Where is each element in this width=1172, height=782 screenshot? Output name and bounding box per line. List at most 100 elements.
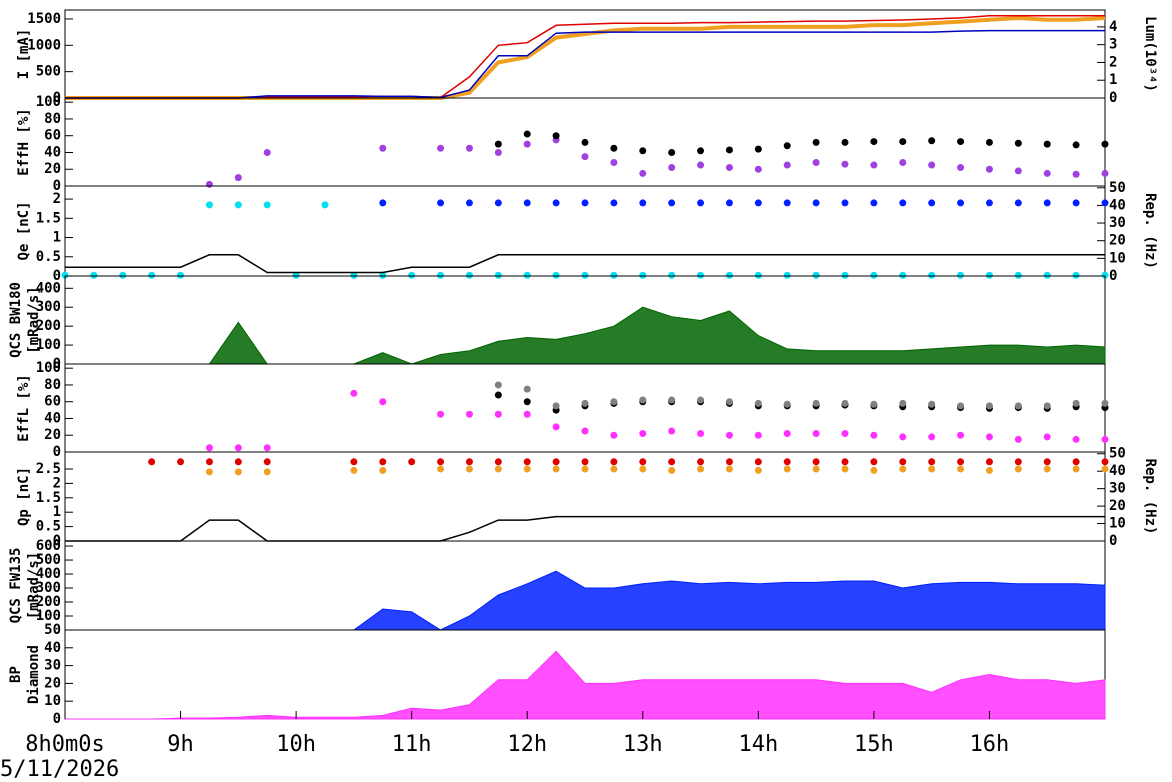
y-tick-label: 200: [36, 318, 61, 334]
y-axis-label: Qe [nC]: [16, 201, 32, 260]
y-axis-label: QCS FW135: [8, 548, 24, 624]
data-point: [1101, 199, 1109, 207]
data-point: [1072, 199, 1080, 207]
data-point: [437, 458, 445, 466]
data-point: [234, 468, 242, 476]
data-point: [812, 271, 820, 279]
data-point: [985, 165, 993, 173]
data-point: [61, 271, 69, 279]
y-axis-label: QCS BW180: [8, 282, 24, 358]
data-point: [697, 147, 705, 155]
y2-tick-label: 10: [1109, 516, 1126, 532]
y-tick-label: 1000: [27, 37, 61, 53]
y-tick-label: 100: [36, 608, 61, 624]
y2-tick-label: 0: [1109, 90, 1117, 106]
data-point: [1014, 465, 1022, 473]
data-point: [812, 430, 820, 438]
data-point: [437, 410, 445, 418]
data-point: [437, 144, 445, 152]
data-point: [841, 160, 849, 168]
data-point: [783, 199, 791, 207]
y-tick-label: 400: [36, 280, 61, 296]
data-point: [783, 142, 791, 150]
data-point: [639, 396, 647, 404]
date-label: 5/11/2026: [0, 757, 119, 782]
y-tick-label: 20: [44, 675, 61, 691]
data-point: [668, 271, 676, 279]
data-point: [205, 468, 213, 476]
data-point: [639, 465, 647, 473]
data-point: [1101, 435, 1109, 443]
y-tick-label: 1500: [27, 11, 61, 27]
y2-tick-label: 0: [1109, 268, 1117, 284]
data-point: [754, 271, 762, 279]
data-point: [205, 444, 213, 452]
data-point: [379, 398, 387, 406]
data-point: [1072, 458, 1080, 466]
data-point: [697, 465, 705, 473]
data-point: [494, 391, 502, 399]
data-point: [379, 466, 387, 474]
y-tick-label: 600: [36, 538, 61, 554]
data-point: [754, 199, 762, 207]
data-point: [783, 430, 791, 438]
y-axis-label: Diamond: [26, 645, 42, 704]
data-point: [899, 465, 907, 473]
y-tick-label: 1.5: [36, 490, 61, 506]
data-point: [1101, 465, 1109, 473]
y2-tick-label: 50: [1109, 180, 1126, 196]
data-point: [697, 199, 705, 207]
y-tick-label: 0: [53, 356, 61, 372]
y-tick-label: 60: [44, 128, 61, 144]
y-tick-label: 0: [53, 90, 61, 106]
data-point: [494, 410, 502, 418]
data-point: [610, 199, 618, 207]
data-point: [841, 399, 849, 407]
data-point: [1014, 402, 1022, 410]
data-point: [870, 431, 878, 439]
data-point: [494, 140, 502, 148]
data-point: [552, 271, 560, 279]
data-point: [1014, 458, 1022, 466]
data-point: [870, 138, 878, 146]
data-point: [899, 433, 907, 441]
data-point: [841, 271, 849, 279]
data-point: [985, 466, 993, 474]
data-point: [552, 423, 560, 431]
data-point: [899, 199, 907, 207]
y-tick-label: 300: [36, 299, 61, 315]
data-point: [263, 468, 271, 476]
data-point: [177, 271, 185, 279]
data-point: [581, 399, 589, 407]
data-point: [957, 199, 965, 207]
data-point: [263, 458, 271, 466]
y-tick-label: 1: [53, 504, 61, 520]
data-point: [465, 271, 473, 279]
data-point: [263, 444, 271, 452]
data-point: [292, 271, 300, 279]
data-point: [957, 402, 965, 410]
data-point: [1043, 169, 1051, 177]
data-point: [812, 199, 820, 207]
data-point: [899, 399, 907, 407]
line: [65, 254, 1105, 274]
data-point: [812, 399, 820, 407]
data-point: [1072, 141, 1080, 149]
y-tick-label: 20: [44, 161, 61, 177]
y-tick-label: 40: [44, 410, 61, 426]
data-point: [523, 410, 531, 418]
data-point: [957, 138, 965, 146]
data-point: [523, 130, 531, 138]
data-point: [1101, 458, 1109, 466]
x-tick-label: 16h: [970, 732, 1010, 757]
data-point: [494, 465, 502, 473]
data-point: [1072, 271, 1080, 279]
data-point: [1043, 271, 1051, 279]
data-point: [552, 199, 560, 207]
data-point: [985, 402, 993, 410]
y-axis-label: Qp [nC]: [16, 467, 32, 526]
data-point: [725, 398, 733, 406]
data-point: [783, 400, 791, 408]
data-point: [90, 271, 98, 279]
